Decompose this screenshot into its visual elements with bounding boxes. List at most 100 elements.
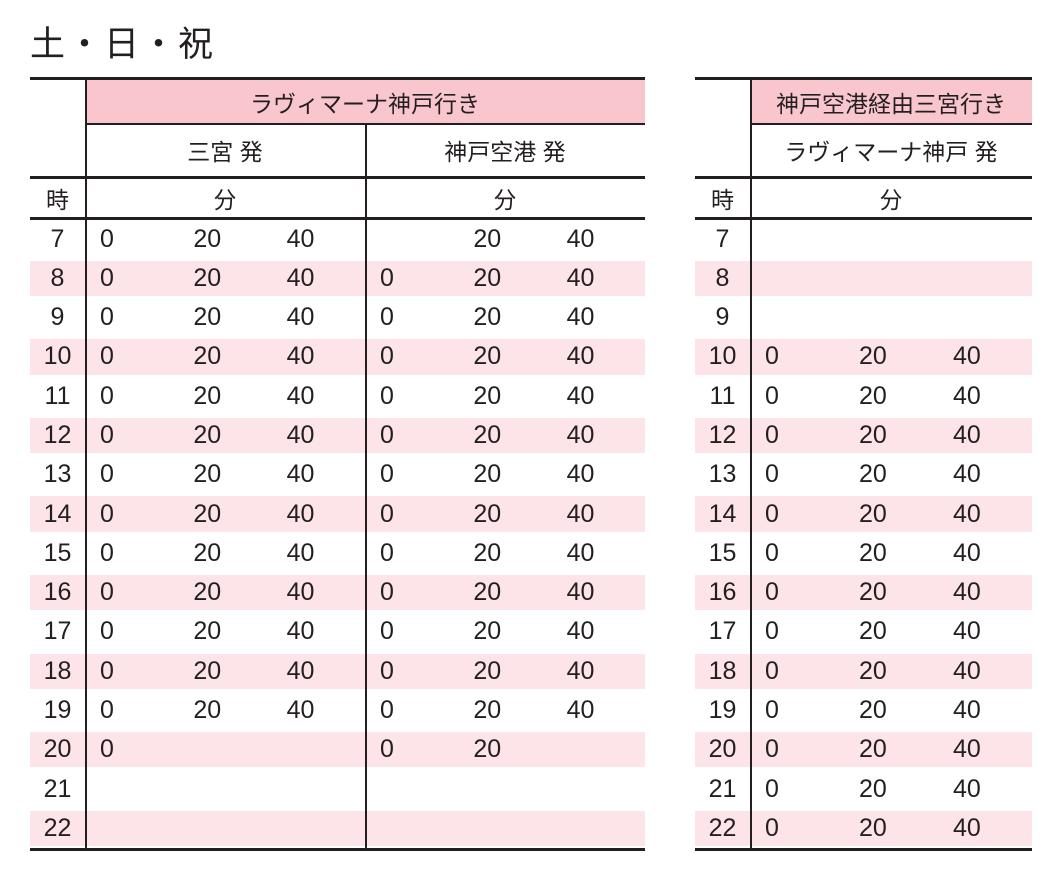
- minute-value: 0: [100, 263, 114, 292]
- minute-value: 20: [193, 578, 222, 607]
- lavimana-minutes-cell: 0 20 40: [750, 691, 1032, 730]
- minute-value: 0: [100, 224, 114, 253]
- sannomiya-minutes-cell: 0 20 40: [85, 494, 365, 533]
- minute-value: [844, 298, 938, 337]
- minute-value: 40: [566, 421, 595, 450]
- minute-value: 40: [953, 813, 981, 842]
- column-split-rule: [365, 123, 367, 851]
- lavimana-minutes-cell: [750, 259, 1032, 298]
- kobe-airport-minutes-cell: 20 40: [365, 220, 645, 259]
- minute-value: [365, 769, 458, 808]
- minute-value: 20: [473, 538, 502, 567]
- minute-value: 40: [286, 421, 315, 450]
- timetable-row: 8: [695, 259, 1032, 298]
- minute-value: 40: [953, 460, 981, 489]
- inbound-route-header: 神戸空港経由三宮行き: [750, 80, 1032, 123]
- hour-cell: 15: [708, 538, 737, 567]
- minute-value: 0: [100, 578, 114, 607]
- minute-value: 20: [193, 303, 222, 332]
- minute-value: 0: [765, 774, 779, 803]
- minute-value: 40: [286, 538, 315, 567]
- hour-cell: 10: [43, 342, 72, 371]
- minute-value: 40: [953, 696, 981, 725]
- minute-value: 0: [765, 460, 779, 489]
- minute-value: 40: [566, 342, 595, 371]
- minute-value: 20: [859, 774, 887, 803]
- inbound-rows: 7 8 9 10 0 20 40 11 0 20 40: [695, 220, 1032, 849]
- minute-value: 20: [473, 224, 502, 253]
- minute-value: [552, 730, 645, 769]
- minute-value: 0: [765, 813, 779, 842]
- minute-value: [938, 259, 1032, 298]
- minute-value: 40: [286, 303, 315, 332]
- minute-value: [458, 809, 551, 848]
- timetable-row: 19 0 20 40: [695, 691, 1032, 730]
- hour-cell: 15: [43, 538, 72, 567]
- minute-value: 40: [286, 381, 315, 410]
- minute-value: 20: [193, 263, 222, 292]
- minute-value: 20: [859, 499, 887, 528]
- minute-value: 0: [380, 696, 394, 725]
- timetable-row: 22: [30, 809, 645, 848]
- outbound-route-header: ラヴィマーナ神戸行き: [85, 80, 645, 123]
- minute-value: 40: [566, 460, 595, 489]
- minute-value: 40: [566, 224, 595, 253]
- hour-cell: 11: [44, 381, 71, 410]
- minute-value: 0: [380, 656, 394, 685]
- minute-value: 0: [100, 617, 114, 646]
- minute-value: 0: [100, 656, 114, 685]
- minute-value: 20: [859, 696, 887, 725]
- minute-value: 0: [380, 538, 394, 567]
- minute-value: 40: [286, 617, 315, 646]
- minute-value: 20: [193, 224, 222, 253]
- minute-value: 40: [286, 696, 315, 725]
- table-bottom-rule: [30, 848, 645, 851]
- lavimana-minutes-cell: [750, 220, 1032, 259]
- minute-value: 0: [765, 656, 779, 685]
- minute-value: 40: [566, 263, 595, 292]
- minute-value: [178, 809, 271, 848]
- minute-value: 40: [566, 617, 595, 646]
- lavimana-minutes-cell: 0 20 40: [750, 730, 1032, 769]
- departure-point-header-row: ラヴィマーナ神戸 発: [750, 125, 1032, 177]
- table-top-rule: [30, 77, 645, 80]
- hour-cell: 11: [709, 381, 736, 410]
- minute-value: 20: [859, 421, 887, 450]
- timetable-row: 16 0 20 40 0 20 40: [30, 573, 645, 612]
- minute-value: [750, 259, 844, 298]
- minute-value: [938, 298, 1032, 337]
- sannomiya-minutes-cell: 0: [85, 730, 365, 769]
- minute-value: 20: [859, 381, 887, 410]
- minute-value: 0: [100, 696, 114, 725]
- sannomiya-minutes-cell: 0 20 40: [85, 691, 365, 730]
- minute-value: 20: [473, 578, 502, 607]
- hour-cell: 13: [708, 460, 737, 489]
- minute-value: 20: [193, 460, 222, 489]
- hour-label: 時: [46, 186, 69, 213]
- minute-value: 0: [100, 499, 114, 528]
- timetable-row: 15 0 20 40: [695, 534, 1032, 573]
- minute-value: [938, 220, 1032, 259]
- page-title: 土・日・祝: [30, 25, 216, 64]
- lavimana-minutes-cell: 0 20 40: [750, 573, 1032, 612]
- sannomiya-minutes-cell: 0 20 40: [85, 220, 365, 259]
- inbound-timetable: 神戸空港経由三宮行き ラヴィマーナ神戸 発 時 分 7 8 9 10: [695, 77, 1032, 851]
- kobe-airport-minutes-cell: 0 20 40: [365, 573, 645, 612]
- hour-cell: 12: [43, 421, 72, 450]
- timetable-row: 10 0 20 40 0 20 40: [30, 337, 645, 376]
- subheader-rule: [30, 176, 645, 179]
- minute-value: 20: [193, 617, 222, 646]
- lavimana-minutes-cell: 0 20 40: [750, 769, 1032, 808]
- hour-cell: 17: [708, 617, 737, 646]
- minute-value: 0: [100, 342, 114, 371]
- timetable-row: 7 0 20 40 20 40: [30, 220, 645, 259]
- minute-value: 40: [566, 578, 595, 607]
- minute-value: 0: [765, 617, 779, 646]
- label-row-rule: [30, 217, 645, 220]
- minute-value: 20: [473, 735, 502, 764]
- timetable-row: 11 0 20 40: [695, 377, 1032, 416]
- minute-value: 0: [100, 735, 114, 764]
- minute-value: 40: [286, 224, 315, 253]
- minute-value: 40: [953, 617, 981, 646]
- hour-cell: 9: [715, 303, 730, 332]
